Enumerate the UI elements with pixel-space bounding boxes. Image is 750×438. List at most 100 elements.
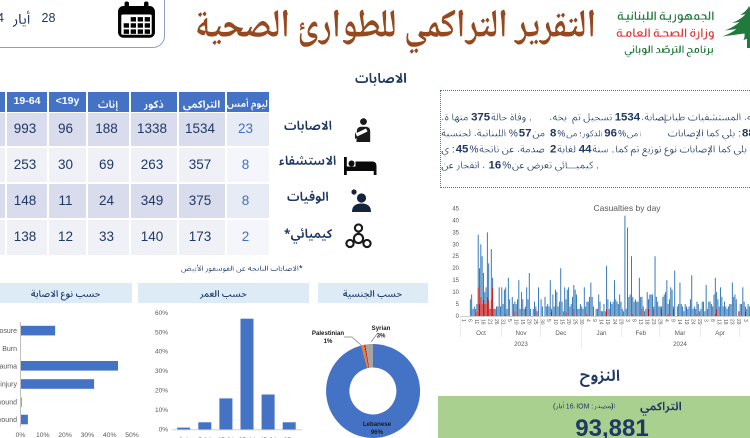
svg-text:20: 20 [452,266,459,272]
svg-text:88: 88 [742,128,750,140]
svg-text:44: 44 [579,144,592,156]
svg-text:19: 19 [683,319,689,325]
svg-text:Mar: Mar [675,330,686,337]
svg-text:29: 29 [696,319,702,325]
svg-text:.: . [529,113,532,124]
svg-text:14: 14 [676,319,682,325]
svg-text:18: 18 [644,319,650,325]
svg-text:Stab wound: Stab wound [0,417,17,424]
svg-text:45: 45 [452,206,459,212]
svg-text:6: 6 [467,319,473,322]
svg-text:8: 8 [630,319,636,322]
svg-text:19: 19 [604,319,610,325]
svg-text:96: 96 [604,128,617,140]
svg-text:25: 25 [571,319,577,325]
svg-text:Blast injury: Blast injury [0,382,18,389]
svg-text:96%: 96% [371,429,384,436]
svg-text:%: % [509,129,518,140]
svg-text:16: 16 [480,319,486,325]
svg-text:28: 28 [735,319,741,325]
svg-text:5: 5 [506,319,512,322]
svg-text:3%: 3% [377,333,386,340]
svg-text:14: 14 [598,319,604,325]
svg-text:45: 45 [456,144,469,156]
svg-text:Feb: Feb [635,330,646,337]
svg-text:3: 3 [624,319,630,322]
svg-text:23: 23 [650,319,656,325]
svg-text:4: 4 [663,319,669,322]
svg-text:30: 30 [452,242,459,248]
svg-text:20%: 20% [58,432,72,438]
svg-text:30%: 30% [81,432,95,438]
svg-text:10: 10 [513,319,519,325]
svg-text:Nov: Nov [515,330,527,337]
svg-text:2023: 2023 [514,341,528,348]
svg-text:Dec: Dec [555,330,566,337]
svg-text:15: 15 [452,278,459,284]
svg-text:24: 24 [611,319,617,325]
svg-text::: : [738,129,741,140]
svg-text:5: 5 [545,319,551,322]
svg-text:IOM: IOM [576,404,589,411]
svg-text:16: 16 [566,404,574,411]
svg-text:9: 9 [670,319,676,322]
svg-text:0%: 0% [16,432,26,438]
svg-text:8: 8 [550,128,556,140]
svg-text:57: 57 [519,128,532,140]
svg-text:1534: 1534 [615,112,641,124]
svg-text:23: 23 [729,319,735,325]
svg-text:3: 3 [702,319,708,322]
svg-text:30%: 30% [155,368,168,375]
svg-text:.: . [612,145,615,156]
svg-text:40: 40 [452,218,459,224]
svg-text:): ) [611,402,614,411]
svg-text:(: ( [553,402,556,411]
svg-text:%: % [618,129,626,139]
svg-text:Syrian: Syrian [372,325,391,332]
svg-text:1: 1 [460,319,466,322]
svg-text:24: 24 [689,319,695,325]
svg-text:Gunshot wound: Gunshot wound [0,400,17,407]
svg-text:3: 3 [742,319,748,322]
svg-text:26: 26 [493,319,499,325]
svg-text:1%: 1% [324,338,333,345]
svg-text:15: 15 [558,319,564,325]
svg-text:50%: 50% [125,432,139,438]
svg-text:10%: 10% [36,432,50,438]
svg-text:21: 21 [486,319,492,325]
svg-text:10: 10 [552,319,558,325]
svg-text:18: 18 [722,319,728,325]
svg-text::: : [591,404,593,411]
svg-text:29: 29 [617,319,623,325]
svg-text:16: 16 [489,160,502,172]
svg-text:Trauma: Trauma [0,363,17,370]
svg-text:40%: 40% [155,349,168,356]
svg-text:20: 20 [565,319,571,325]
svg-text:Burn: Burn [2,346,17,353]
svg-text:13: 13 [637,319,643,325]
svg-text:35: 35 [452,230,459,236]
svg-text:11: 11 [473,319,479,324]
svg-text:60%: 60% [155,310,168,317]
svg-text:50%: 50% [155,329,168,336]
svg-text:Oct: Oct [476,330,486,337]
svg-text:20: 20 [526,319,532,325]
svg-text:%: % [502,161,511,172]
svg-text:20%: 20% [155,388,168,395]
svg-text:5: 5 [456,302,460,308]
svg-text:2024: 2024 [673,341,687,348]
svg-text:Palestinian: Palestinian [312,330,344,337]
svg-text:9: 9 [591,319,597,322]
svg-text:25: 25 [452,254,459,260]
svg-text:4: 4 [585,319,591,322]
svg-text::: : [452,145,455,156]
svg-text:Exposure: Exposure [0,328,17,335]
svg-text:Casualties by day: Casualties by day [593,203,661,213]
svg-text:0: 0 [456,314,460,320]
svg-text:%: % [557,129,565,139]
svg-text:30: 30 [539,319,545,325]
svg-text:Apr: Apr [715,330,725,337]
svg-text:0%: 0% [159,427,169,434]
svg-text:10: 10 [452,290,459,296]
svg-text:375: 375 [471,112,491,124]
